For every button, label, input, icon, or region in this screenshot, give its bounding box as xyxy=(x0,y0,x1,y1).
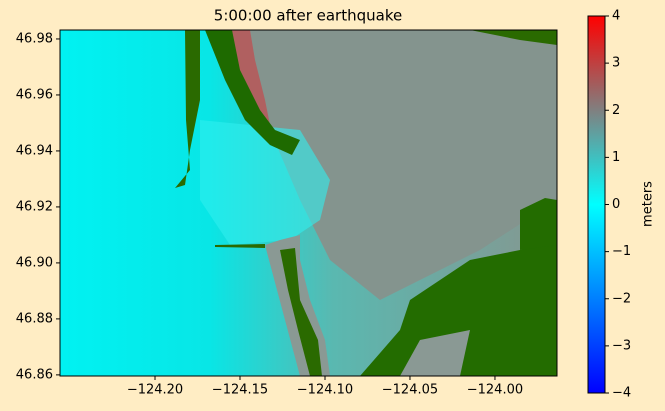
y-tick-label: 46.94 xyxy=(16,143,53,158)
y-tick-label: 46.88 xyxy=(16,311,53,326)
colorbar-tick-label: 0 xyxy=(612,197,620,212)
colorbar-label: meters xyxy=(641,181,656,227)
x-tick-label: −124.20 xyxy=(127,383,183,398)
colorbar-tick-label: −1 xyxy=(612,244,631,259)
y-tick-label: 46.90 xyxy=(16,255,53,270)
colorbar-tick-label: −4 xyxy=(612,386,631,401)
colorbar-tick-label: 2 xyxy=(612,103,620,118)
y-tick-label: 46.92 xyxy=(16,199,53,214)
plot-frame xyxy=(59,29,558,377)
x-tick-label: −124.15 xyxy=(212,383,268,398)
chart-title: 5:00:00 after earthquake xyxy=(214,7,402,25)
colorbar-tick-label: −3 xyxy=(612,338,631,353)
y-tick-label: 46.98 xyxy=(16,31,53,46)
y-tick-label: 46.86 xyxy=(16,367,53,382)
colorbar xyxy=(587,15,606,394)
x-tick-label: −124.10 xyxy=(297,383,353,398)
colorbar-tick-label: 3 xyxy=(612,56,620,71)
colorbar-tick-label: 4 xyxy=(612,9,620,24)
colorbar-tick-label: 1 xyxy=(612,150,620,165)
x-tick-label: −124.05 xyxy=(382,383,438,398)
colorbar-tick-label: −2 xyxy=(612,291,631,306)
x-tick-label: −124.00 xyxy=(467,383,523,398)
y-tick-label: 46.96 xyxy=(16,87,53,102)
map-image xyxy=(60,30,557,376)
